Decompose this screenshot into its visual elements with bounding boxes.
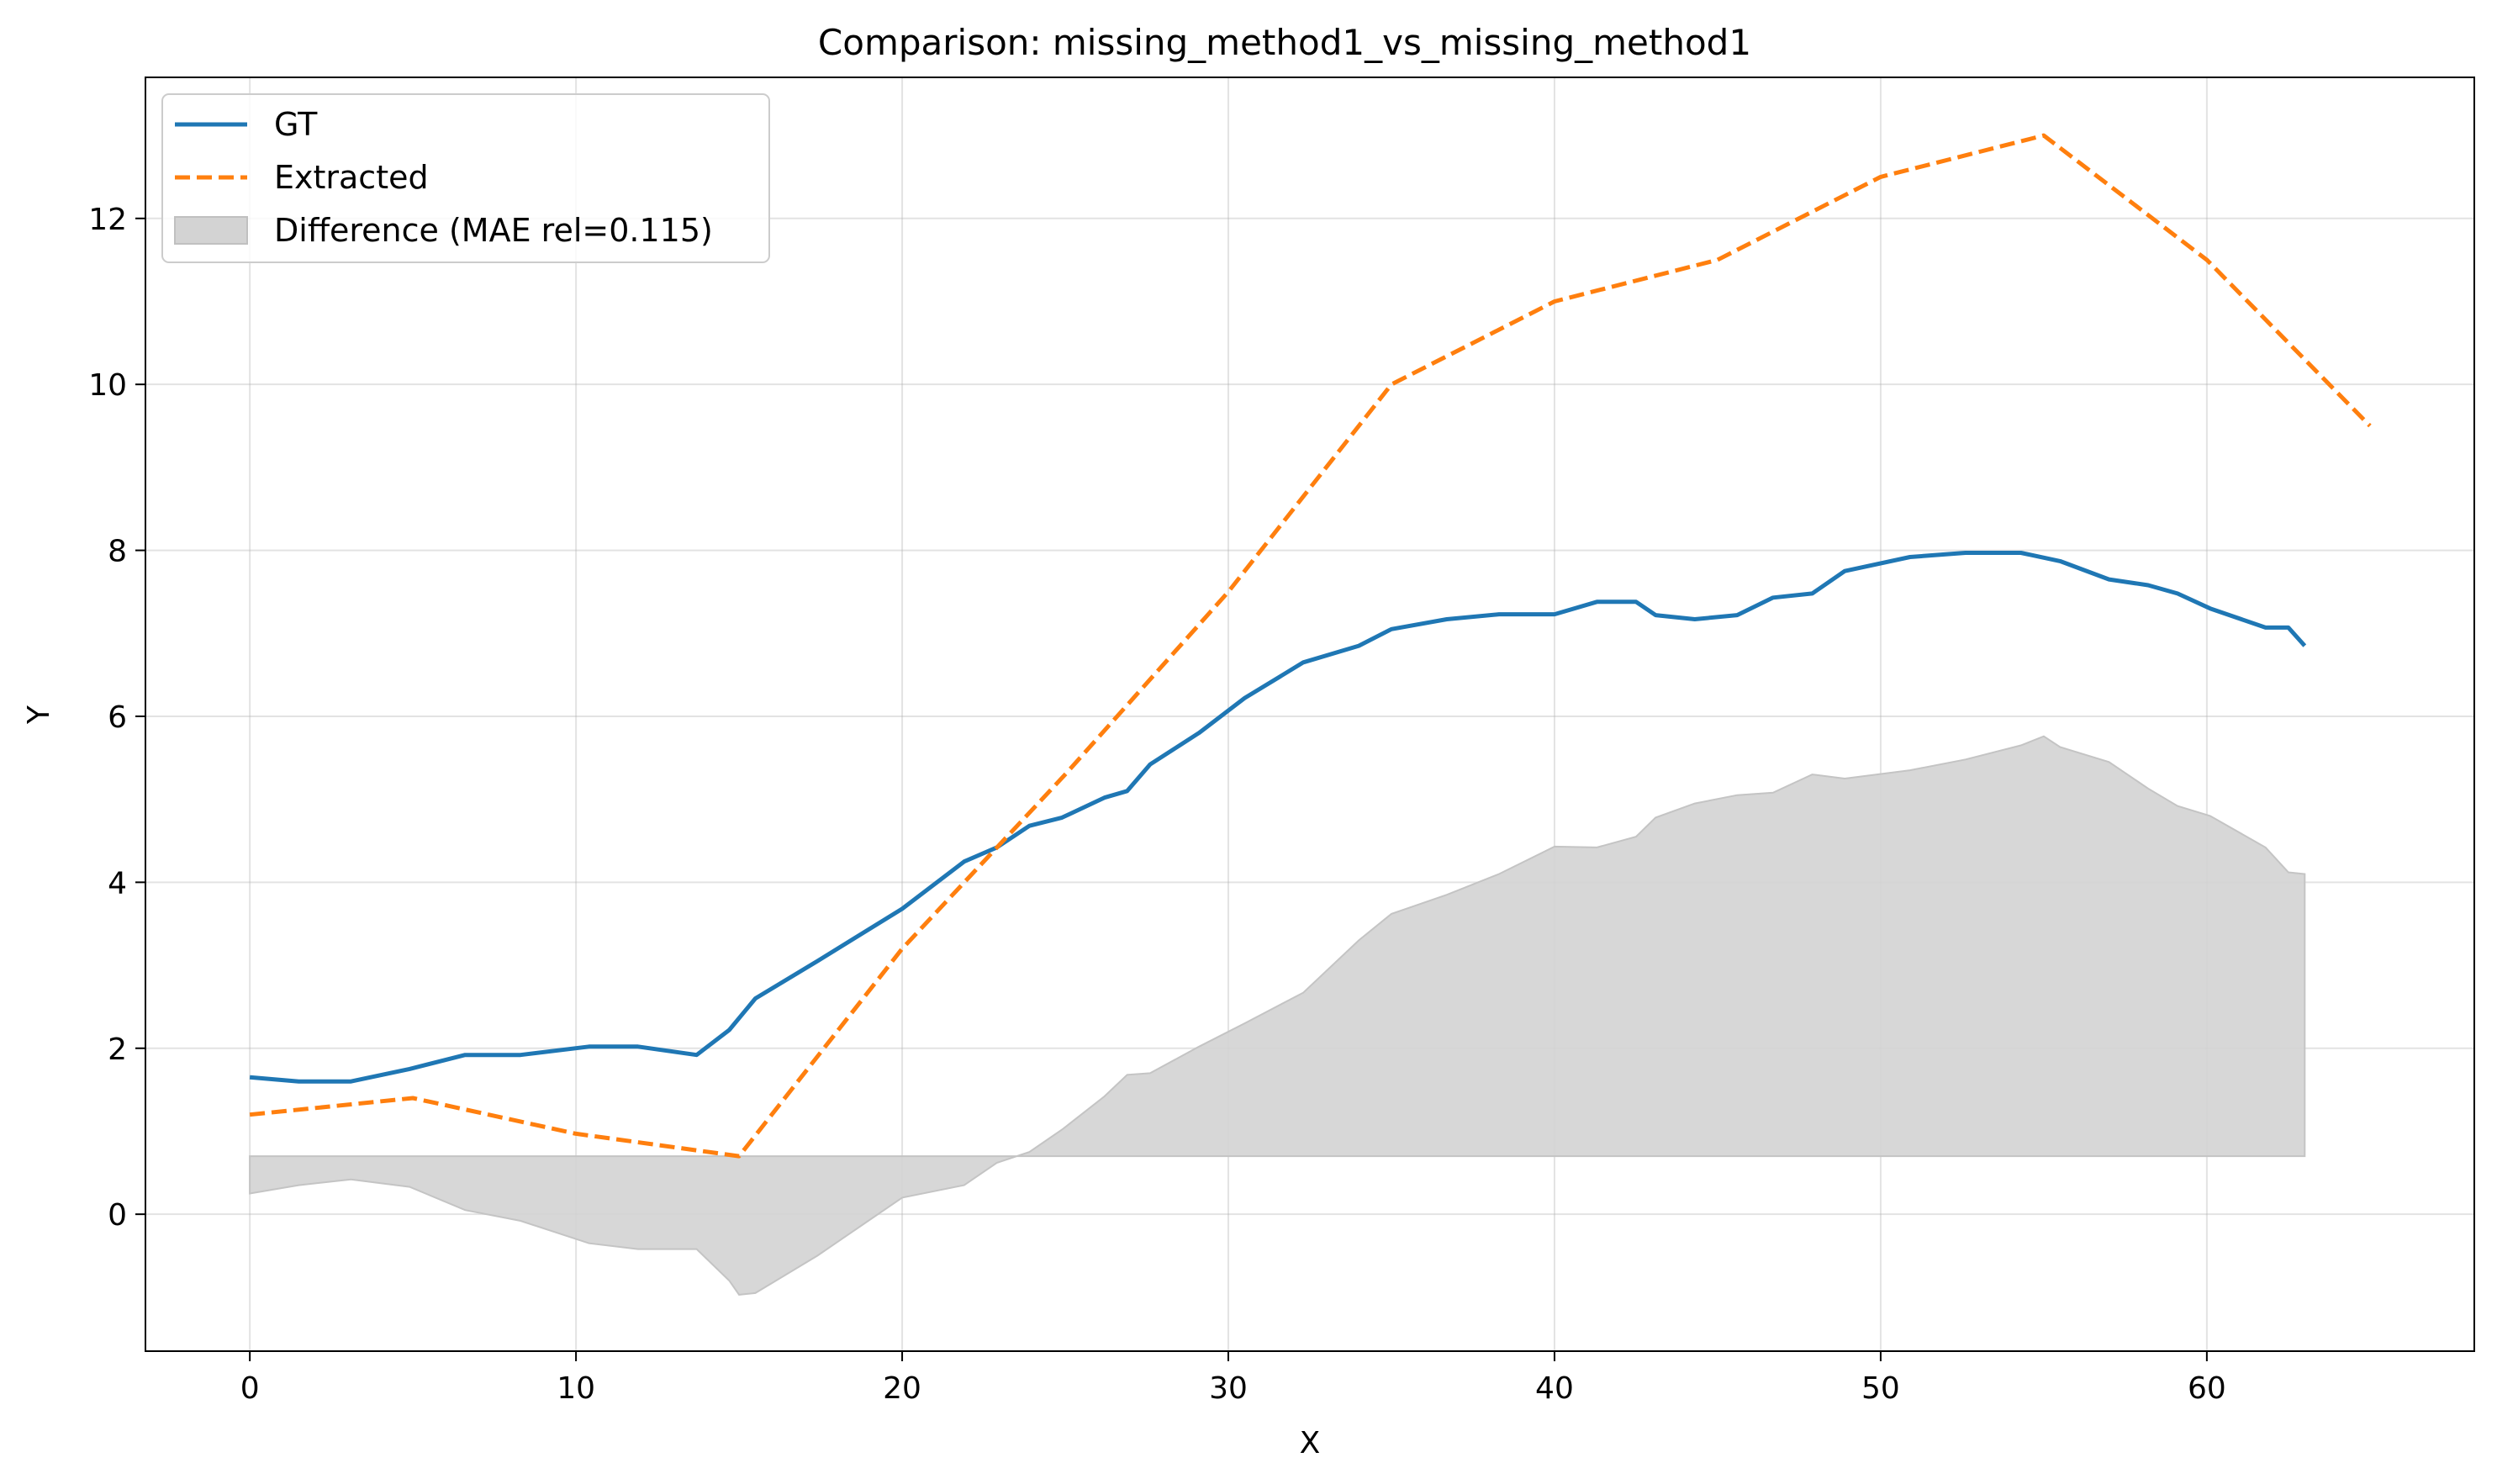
x-tick-label: 50 (1861, 1371, 1900, 1406)
legend-label-gt: GT (274, 106, 318, 143)
y-tick-label: 0 (108, 1198, 127, 1233)
y-tick-label: 2 (108, 1032, 127, 1067)
x-tick-label: 0 (240, 1371, 260, 1406)
difference-area (249, 735, 2306, 1296)
legend-swatch-difference (174, 216, 248, 245)
y-tick-label: 8 (108, 535, 127, 569)
series-layer (249, 133, 2372, 1159)
x-tick-label: 10 (557, 1371, 595, 1406)
x-tick-label: 40 (1535, 1371, 1574, 1406)
y-axis-label: Y (22, 705, 56, 725)
legend: GT Extracted Difference (MAE rel=0.115) (161, 93, 770, 263)
legend-label-extracted: Extracted (274, 159, 429, 196)
x-tick-label: 60 (2188, 1371, 2226, 1406)
legend-box (161, 93, 770, 263)
plot-frame (145, 77, 2475, 1352)
difference-layer (249, 735, 2306, 1296)
gt-series-line (249, 551, 2307, 1084)
legend-label-difference: Difference (MAE rel=0.115) (274, 212, 713, 249)
x-tick-label: 20 (883, 1371, 921, 1406)
y-tick-label: 10 (88, 368, 127, 403)
x-tick-label: 30 (1209, 1371, 1248, 1406)
y-tick-label: 6 (108, 700, 127, 735)
chart-title: Comparison: missing_method1_vs_missing_m… (818, 22, 1751, 63)
y-tick-label: 4 (108, 866, 127, 900)
extracted-series-line (249, 133, 2372, 1159)
y-tick-label: 12 (88, 203, 127, 237)
x-axis-label: X (1300, 1426, 1321, 1460)
axis-ticks: 0 10 20 30 40 50 60 0 2 4 6 8 10 12 (88, 203, 2226, 1406)
